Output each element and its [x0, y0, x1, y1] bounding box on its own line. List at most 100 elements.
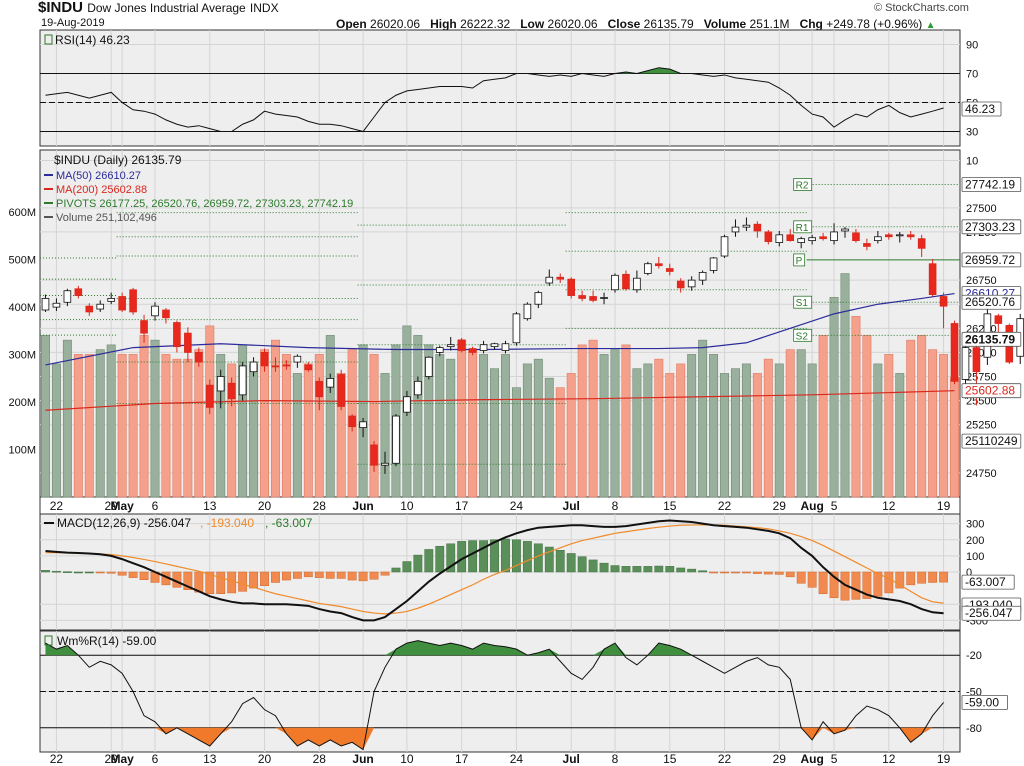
candle-body [512, 313, 521, 344]
candle [589, 290, 597, 303]
candle-body [764, 231, 773, 242]
candle [446, 336, 455, 351]
candle-body [249, 361, 258, 373]
y-tick-label: -20 [966, 650, 982, 662]
volume-bar [194, 349, 204, 498]
macd-hist-bar [292, 571, 302, 579]
macd-hist-bar [260, 571, 269, 586]
volume-bar [796, 349, 806, 498]
candle-body [545, 276, 554, 284]
macd-hist-bar [183, 571, 193, 590]
macd-legend: MACD(12,26,9) -256.047 , -193.040 , -63.00… [44, 516, 313, 530]
candle-body [633, 277, 641, 291]
macd-hist-bar [84, 571, 94, 574]
volume-bar [643, 363, 653, 498]
volume-bar [281, 354, 291, 498]
volume-bar [325, 335, 335, 498]
macd-hist-bar [621, 566, 631, 573]
volume-bar [413, 335, 423, 498]
y-tick-label: 10 [966, 156, 978, 168]
candle-body [184, 332, 192, 353]
up-arrow-icon: ▲ [925, 20, 936, 31]
candle-body [271, 365, 280, 368]
candle-body [74, 288, 83, 296]
macd-hist-bar [468, 540, 478, 573]
rsi-lines [40, 67, 960, 133]
price-right-label-box [961, 219, 1022, 235]
macd-hist-bar [709, 571, 718, 574]
macd-histogram [41, 538, 948, 601]
volume-bar [610, 349, 620, 498]
volume-bar [490, 368, 499, 498]
price-right-label: 25602.88 [965, 384, 1015, 398]
x-tick-label: 20 [258, 499, 272, 513]
candle [753, 221, 762, 238]
candle-body [392, 415, 400, 464]
x-tick-label: 28 [313, 499, 327, 513]
volume-bar [216, 354, 226, 498]
macd-hist-bar [424, 549, 434, 573]
macd-hist-bar [917, 571, 927, 584]
macd-hist-bar [522, 541, 532, 573]
y-tick-label: 0 [966, 567, 972, 579]
candle-body [96, 303, 105, 310]
candle [786, 229, 795, 242]
macd-hist-bar [720, 571, 729, 574]
candle [85, 303, 94, 316]
candle-body [523, 303, 532, 320]
volume-tick-label: 200M [8, 397, 36, 409]
macd-hist-bar [566, 553, 576, 573]
volume-bar [917, 335, 927, 498]
x-tick-label: 22 [50, 499, 64, 513]
candle-body [556, 276, 565, 280]
macd-hist-bar [216, 571, 226, 594]
candle-body [698, 272, 707, 281]
candle [227, 377, 236, 407]
y-tick-label: 300 [966, 519, 984, 531]
x-tick-label: 19 [937, 752, 951, 766]
candle [195, 347, 203, 367]
candle [808, 234, 816, 245]
macd-hist-bar [117, 571, 127, 576]
candle [720, 234, 729, 258]
volume-bar [457, 339, 467, 498]
volume-bar [41, 335, 50, 498]
candle-body [414, 380, 422, 396]
macd-hist-bar [643, 566, 653, 573]
volume-bar [741, 363, 751, 498]
low-value: 26020.06 [547, 17, 598, 31]
chg-value: +249.78 (+0.96%) [826, 17, 923, 31]
macd-hist-bar [413, 554, 423, 573]
volume-bar [84, 354, 94, 498]
candle [184, 327, 192, 363]
macd-last-label: -63.007 [965, 575, 1006, 589]
macd-hist-bar [610, 565, 620, 573]
chg-label: Chg [799, 17, 823, 31]
macd-hist-bar [588, 559, 598, 573]
open-label: Open [336, 17, 367, 31]
candle [622, 270, 630, 291]
candle [457, 337, 466, 353]
rsi-last-label: 46.23 [965, 102, 995, 116]
candle-body [709, 257, 718, 271]
volume-value: 251.1M [749, 17, 790, 31]
price-right-label-box [961, 331, 1022, 347]
macd-signal-line [45, 524, 944, 615]
candle [534, 290, 543, 309]
close-value: 26135.79 [643, 17, 694, 31]
volume-bar [698, 339, 708, 498]
volume-bar [128, 354, 138, 498]
candle [917, 234, 926, 257]
volume-bar [840, 273, 850, 498]
volume-bar [511, 387, 521, 498]
candle-body [282, 364, 291, 367]
macd-hist-bar [818, 571, 828, 594]
macd-hist-bar [785, 571, 795, 578]
candle [490, 342, 499, 350]
macd-hist-bar [698, 570, 708, 573]
volume-bar [709, 354, 719, 498]
candle-body [830, 231, 838, 242]
volume-bar [928, 349, 938, 498]
macd-hist-bar [884, 571, 894, 594]
candle [326, 373, 335, 393]
